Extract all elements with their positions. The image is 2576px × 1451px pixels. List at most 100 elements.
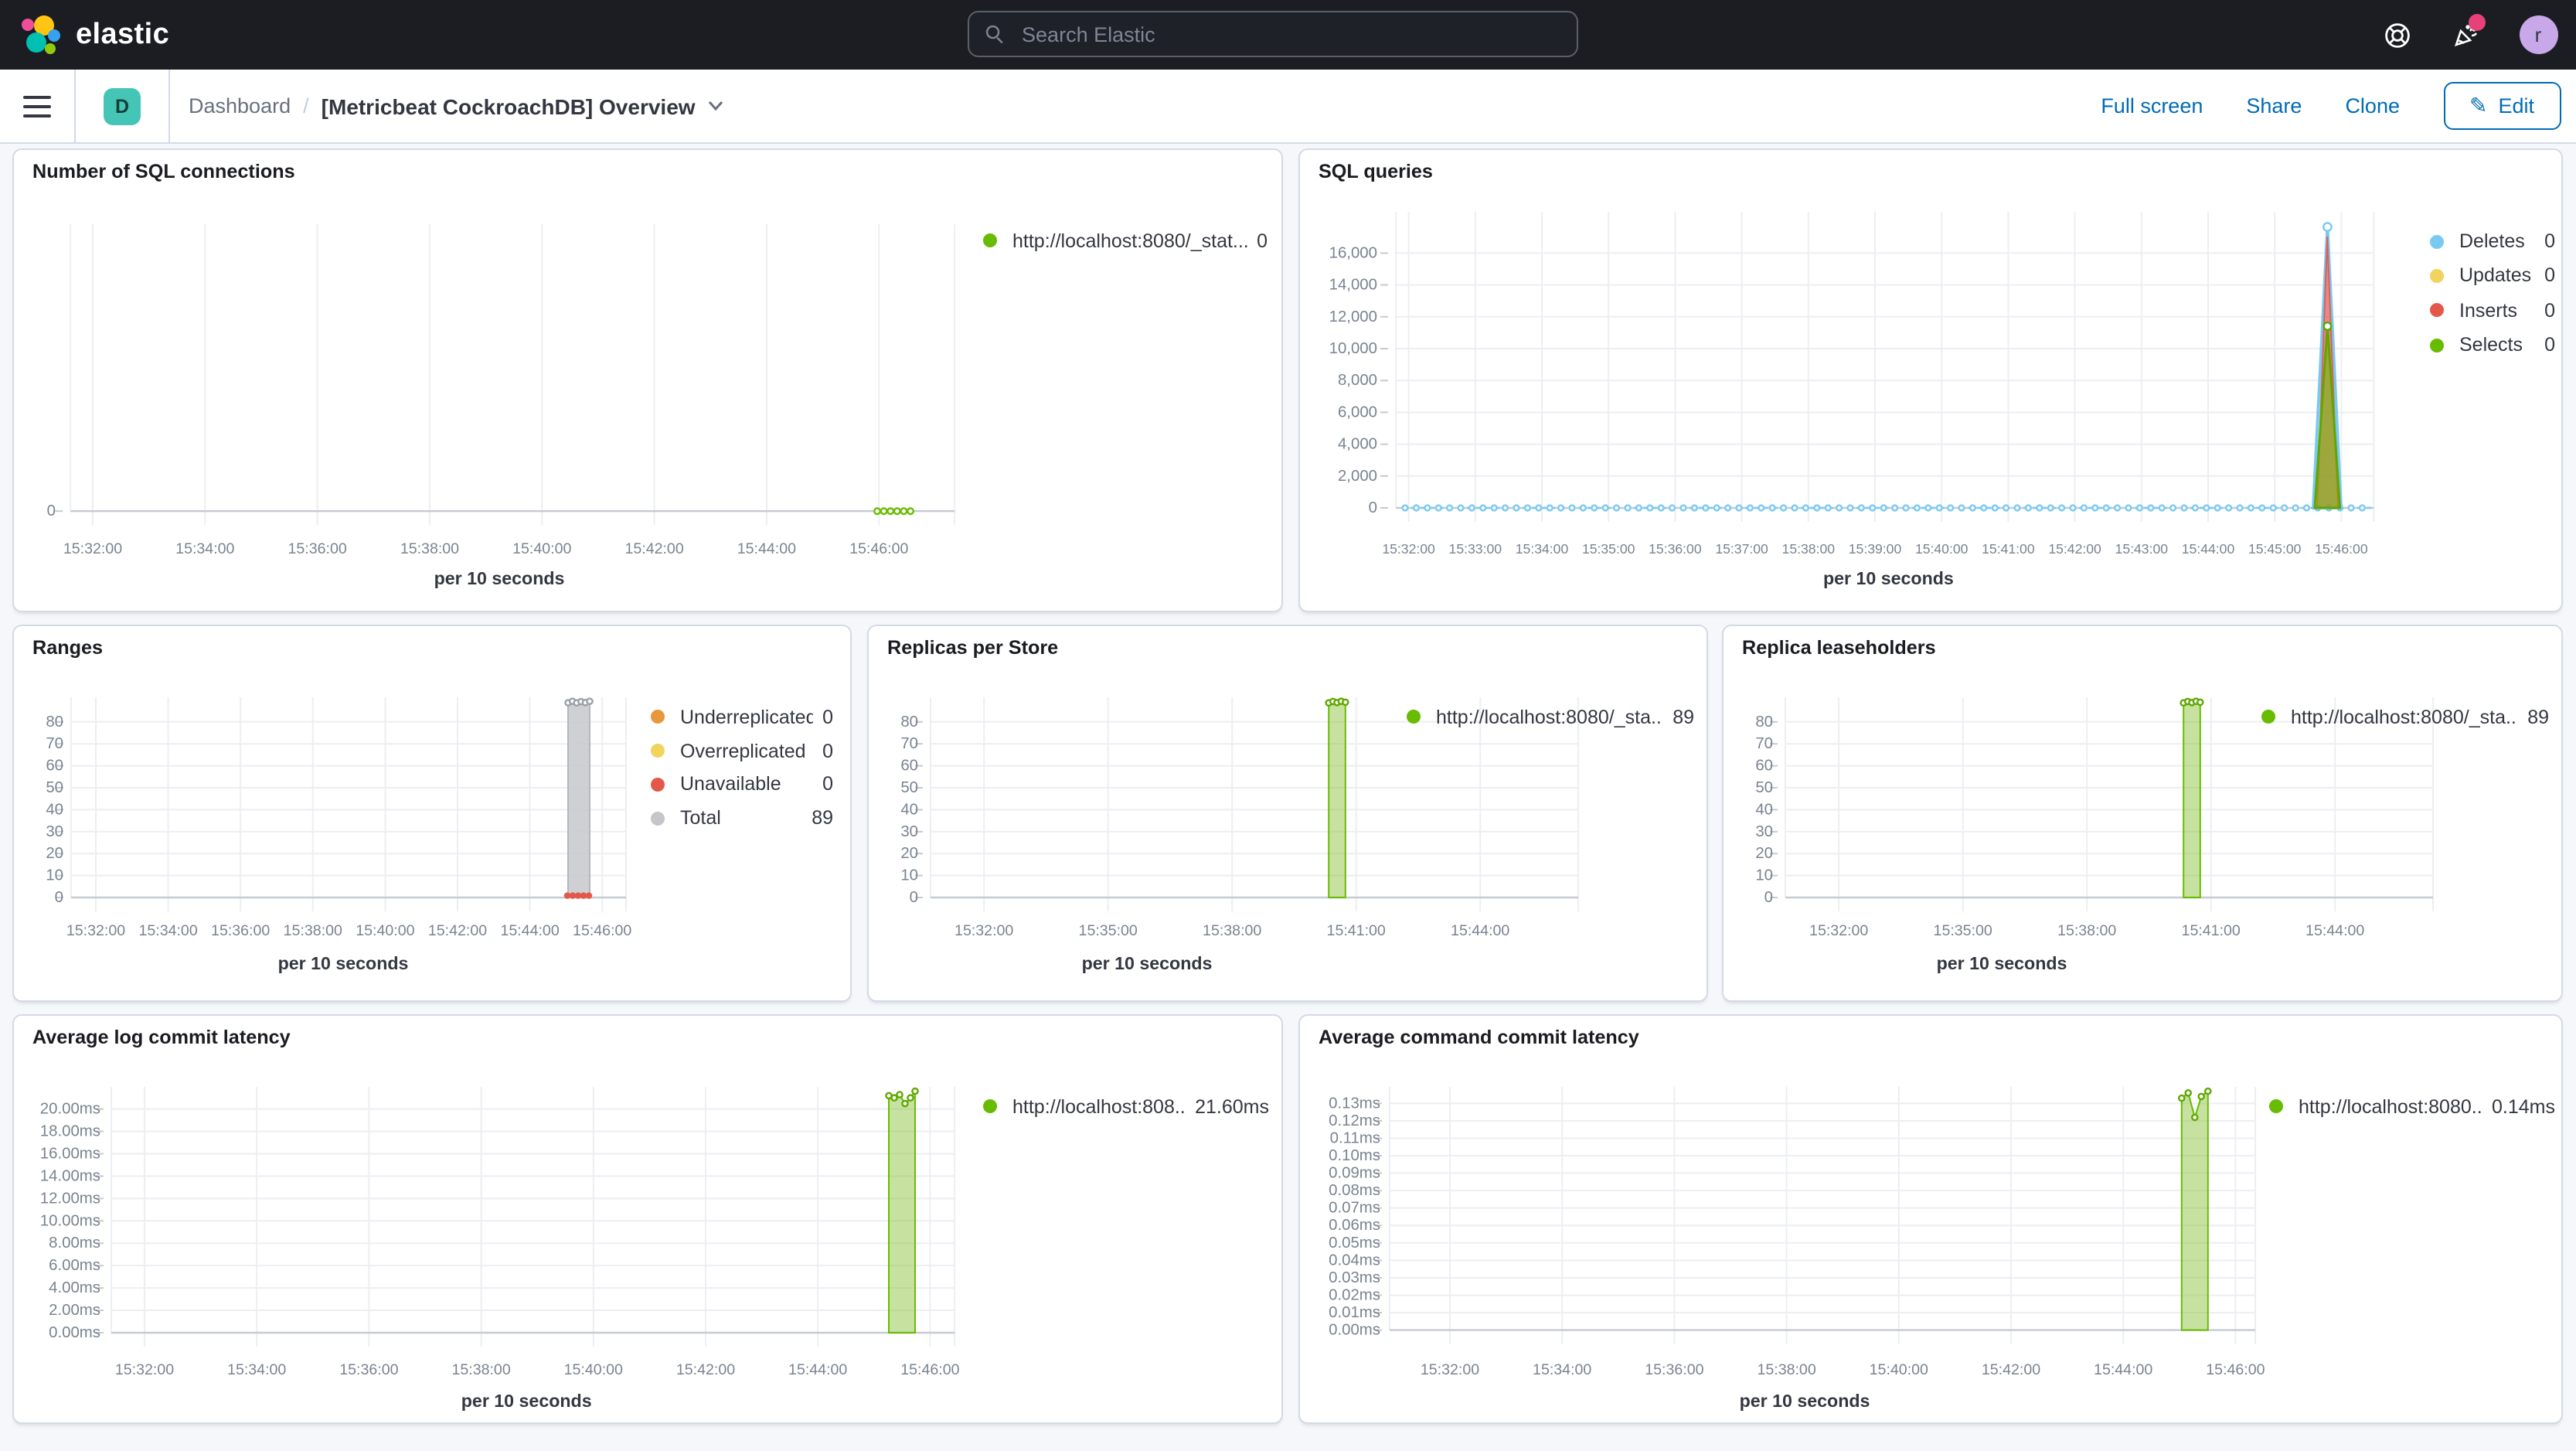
svg-text:15:45:00: 15:45:00 [2248, 541, 2302, 557]
panel-title: Average log commit latency [32, 1027, 291, 1048]
legend-value: 0 [2544, 299, 2555, 322]
legend-value: 89 [812, 807, 833, 829]
legend-item[interactable]: Selects 0 [2430, 328, 2555, 363]
top-navbar: elastic [0, 0, 2576, 70]
legend-item[interactable]: Underreplicated 0 [651, 700, 833, 734]
svg-text:10,000: 10,000 [1329, 340, 1377, 357]
svg-text:50: 50 [900, 779, 918, 796]
panel-ranges: 15:32:00 15:34:00 15:36:00 15:38:00 15:40:00… [12, 625, 852, 1002]
legend-label: Inserts [2459, 299, 2518, 322]
svg-text:0.13ms: 0.13ms [1329, 1095, 1380, 1112]
space-switcher[interactable]: D [104, 87, 141, 124]
legend-value: 0 [1257, 230, 1268, 252]
panel-title: Ranges [32, 637, 103, 659]
help-icon[interactable] [2383, 21, 2411, 49]
svg-text:0: 0 [910, 889, 918, 906]
svg-text:15:33:00: 15:33:00 [1449, 541, 1502, 557]
svg-text:12,000: 12,000 [1329, 308, 1377, 325]
svg-text:per 10 seconds: per 10 seconds [1082, 953, 1213, 973]
chart-replica-leaseholders[interactable]: 15:32:00 15:35:00 15:38:00 15:41:00 15:44:00… [1724, 626, 2563, 1002]
chart-replicas-per-store[interactable]: 15:32:00 15:35:00 15:38:00 15:41:00 15:44:00… [869, 626, 1708, 1002]
svg-text:10: 10 [46, 867, 63, 884]
svg-text:15:35:00: 15:35:00 [1934, 922, 1992, 939]
svg-text:0: 0 [55, 889, 63, 906]
user-avatar[interactable]: r [2519, 15, 2557, 54]
clone-button[interactable]: Clone [2345, 94, 2400, 118]
breadcrumb-separator: / [303, 94, 309, 118]
svg-text:2,000: 2,000 [1338, 468, 1377, 485]
legend-item[interactable]: Updates 0 [2430, 259, 2555, 294]
divider [168, 69, 170, 143]
share-button[interactable]: Share [2246, 94, 2302, 118]
legend-item[interactable]: Unavailable 0 [651, 768, 833, 802]
svg-text:0.07ms: 0.07ms [1329, 1200, 1380, 1217]
chart-average-log-commit-latency[interactable]: 15:32:00 15:34:00 15:36:00 15:38:00 15:40:00… [14, 1016, 1283, 1424]
legend-item[interactable]: http://localhost:8080/_stat... 0 [983, 224, 1268, 258]
legend-item[interactable]: http://localhost:808... 21.60ms [983, 1090, 1269, 1124]
legend-item[interactable]: Inserts 0 [2430, 293, 2555, 328]
panel-title: SQL queries [1319, 161, 1433, 182]
svg-text:15:42:00: 15:42:00 [428, 922, 487, 939]
menu-icon[interactable] [23, 95, 51, 117]
chart-average-command-commit-latency[interactable]: 15:32:00 15:34:00 15:36:00 15:38:00 15:40:00… [1300, 1016, 2563, 1424]
svg-text:20: 20 [900, 845, 918, 862]
full-screen-button[interactable]: Full screen [2101, 94, 2203, 118]
svg-text:70: 70 [46, 735, 63, 752]
svg-text:15:44:00: 15:44:00 [500, 922, 559, 939]
svg-text:15:32:00: 15:32:00 [1809, 922, 1868, 939]
legend-swatch [983, 1099, 997, 1114]
legend-swatch [983, 233, 997, 248]
svg-text:20: 20 [1755, 845, 1773, 862]
svg-text:15:34:00: 15:34:00 [1533, 1361, 1591, 1378]
panel-replica-leaseholders: 15:32:00 15:35:00 15:38:00 15:41:00 15:44:00… [1722, 625, 2563, 1002]
chart-number-of-sql-connections[interactable]: 15:32:00 15:34:00 15:36:00 15:38:00 15:40:00… [14, 150, 1283, 612]
svg-text:15:35:00: 15:35:00 [1582, 541, 1635, 557]
pencil-icon: ✎ [2469, 93, 2488, 118]
breadcrumb-dashboard-link[interactable]: Dashboard [189, 94, 291, 118]
search-input[interactable] [1019, 21, 1561, 47]
svg-text:0.03ms: 0.03ms [1329, 1269, 1380, 1286]
page-title[interactable]: [Metricbeat CockroachDB] Overview [321, 94, 696, 118]
svg-text:15:40:00: 15:40:00 [1870, 1361, 1928, 1378]
legend-item[interactable]: http://localhost:8080/_sta... 89 [1407, 700, 1694, 734]
svg-text:15:37:00: 15:37:00 [1715, 541, 1768, 557]
svg-text:15:46:00: 15:46:00 [2315, 541, 2368, 557]
panel-average-log-commit-latency: 15:32:00 15:34:00 15:36:00 15:38:00 15:40:00… [12, 1014, 1283, 1424]
svg-text:0.05ms: 0.05ms [1329, 1235, 1380, 1252]
legend-item[interactable]: http://localhost:8080/_sta... 89 [2261, 700, 2549, 734]
chart-legend: Deletes 0 Updates 0 Inserts 0 Selects 0 [2430, 224, 2555, 362]
legend-item[interactable]: Total 89 [651, 802, 833, 836]
svg-text:15:41:00: 15:41:00 [2182, 922, 2241, 939]
svg-text:15:44:00: 15:44:00 [1451, 922, 1509, 939]
home-link[interactable]: elastic [0, 14, 169, 56]
legend-swatch [651, 777, 665, 792]
panel-title: Replica leaseholders [1742, 637, 1936, 659]
edit-button[interactable]: ✎ Edit [2443, 82, 2561, 130]
legend-item[interactable]: Deletes 0 [2430, 224, 2555, 259]
legend-item[interactable]: http://localhost:8080... 0.14ms [2269, 1090, 2555, 1124]
divider [74, 69, 76, 143]
chart-legend: http://localhost:8080... 0.14ms [2269, 1090, 2555, 1124]
newsfeed-icon[interactable] [2451, 13, 2485, 49]
panel-title: Average command commit latency [1319, 1027, 1639, 1048]
legend-label: http://localhost:8080/_sta... [1436, 706, 1664, 728]
legend-item[interactable]: Overreplicated 0 [651, 734, 833, 768]
svg-text:15:41:00: 15:41:00 [1982, 541, 2035, 557]
global-search[interactable] [968, 11, 1578, 57]
legend-swatch [2430, 234, 2444, 249]
svg-text:per 10 seconds: per 10 seconds [434, 568, 565, 588]
svg-text:2.00ms: 2.00ms [49, 1302, 100, 1319]
svg-text:15:42:00: 15:42:00 [624, 540, 683, 557]
svg-text:10: 10 [1755, 867, 1773, 884]
brand-text: elastic [76, 18, 170, 50]
panel-title: Replicas per Store [887, 637, 1059, 659]
svg-text:20: 20 [46, 845, 63, 862]
legend-label: Selects [2459, 334, 2523, 356]
svg-text:15:44:00: 15:44:00 [788, 1361, 847, 1378]
svg-text:70: 70 [900, 735, 918, 752]
legend-label: Unavailable [680, 773, 781, 795]
svg-text:15:32:00: 15:32:00 [66, 922, 125, 939]
chart-ranges[interactable]: 15:32:00 15:34:00 15:36:00 15:38:00 15:40:00… [14, 626, 852, 1002]
chevron-down-icon[interactable] [708, 100, 723, 111]
chart-sql-queries[interactable]: 15:32:00 15:33:00 15:34:00 15:35:00 15:36:00… [1300, 150, 2563, 612]
